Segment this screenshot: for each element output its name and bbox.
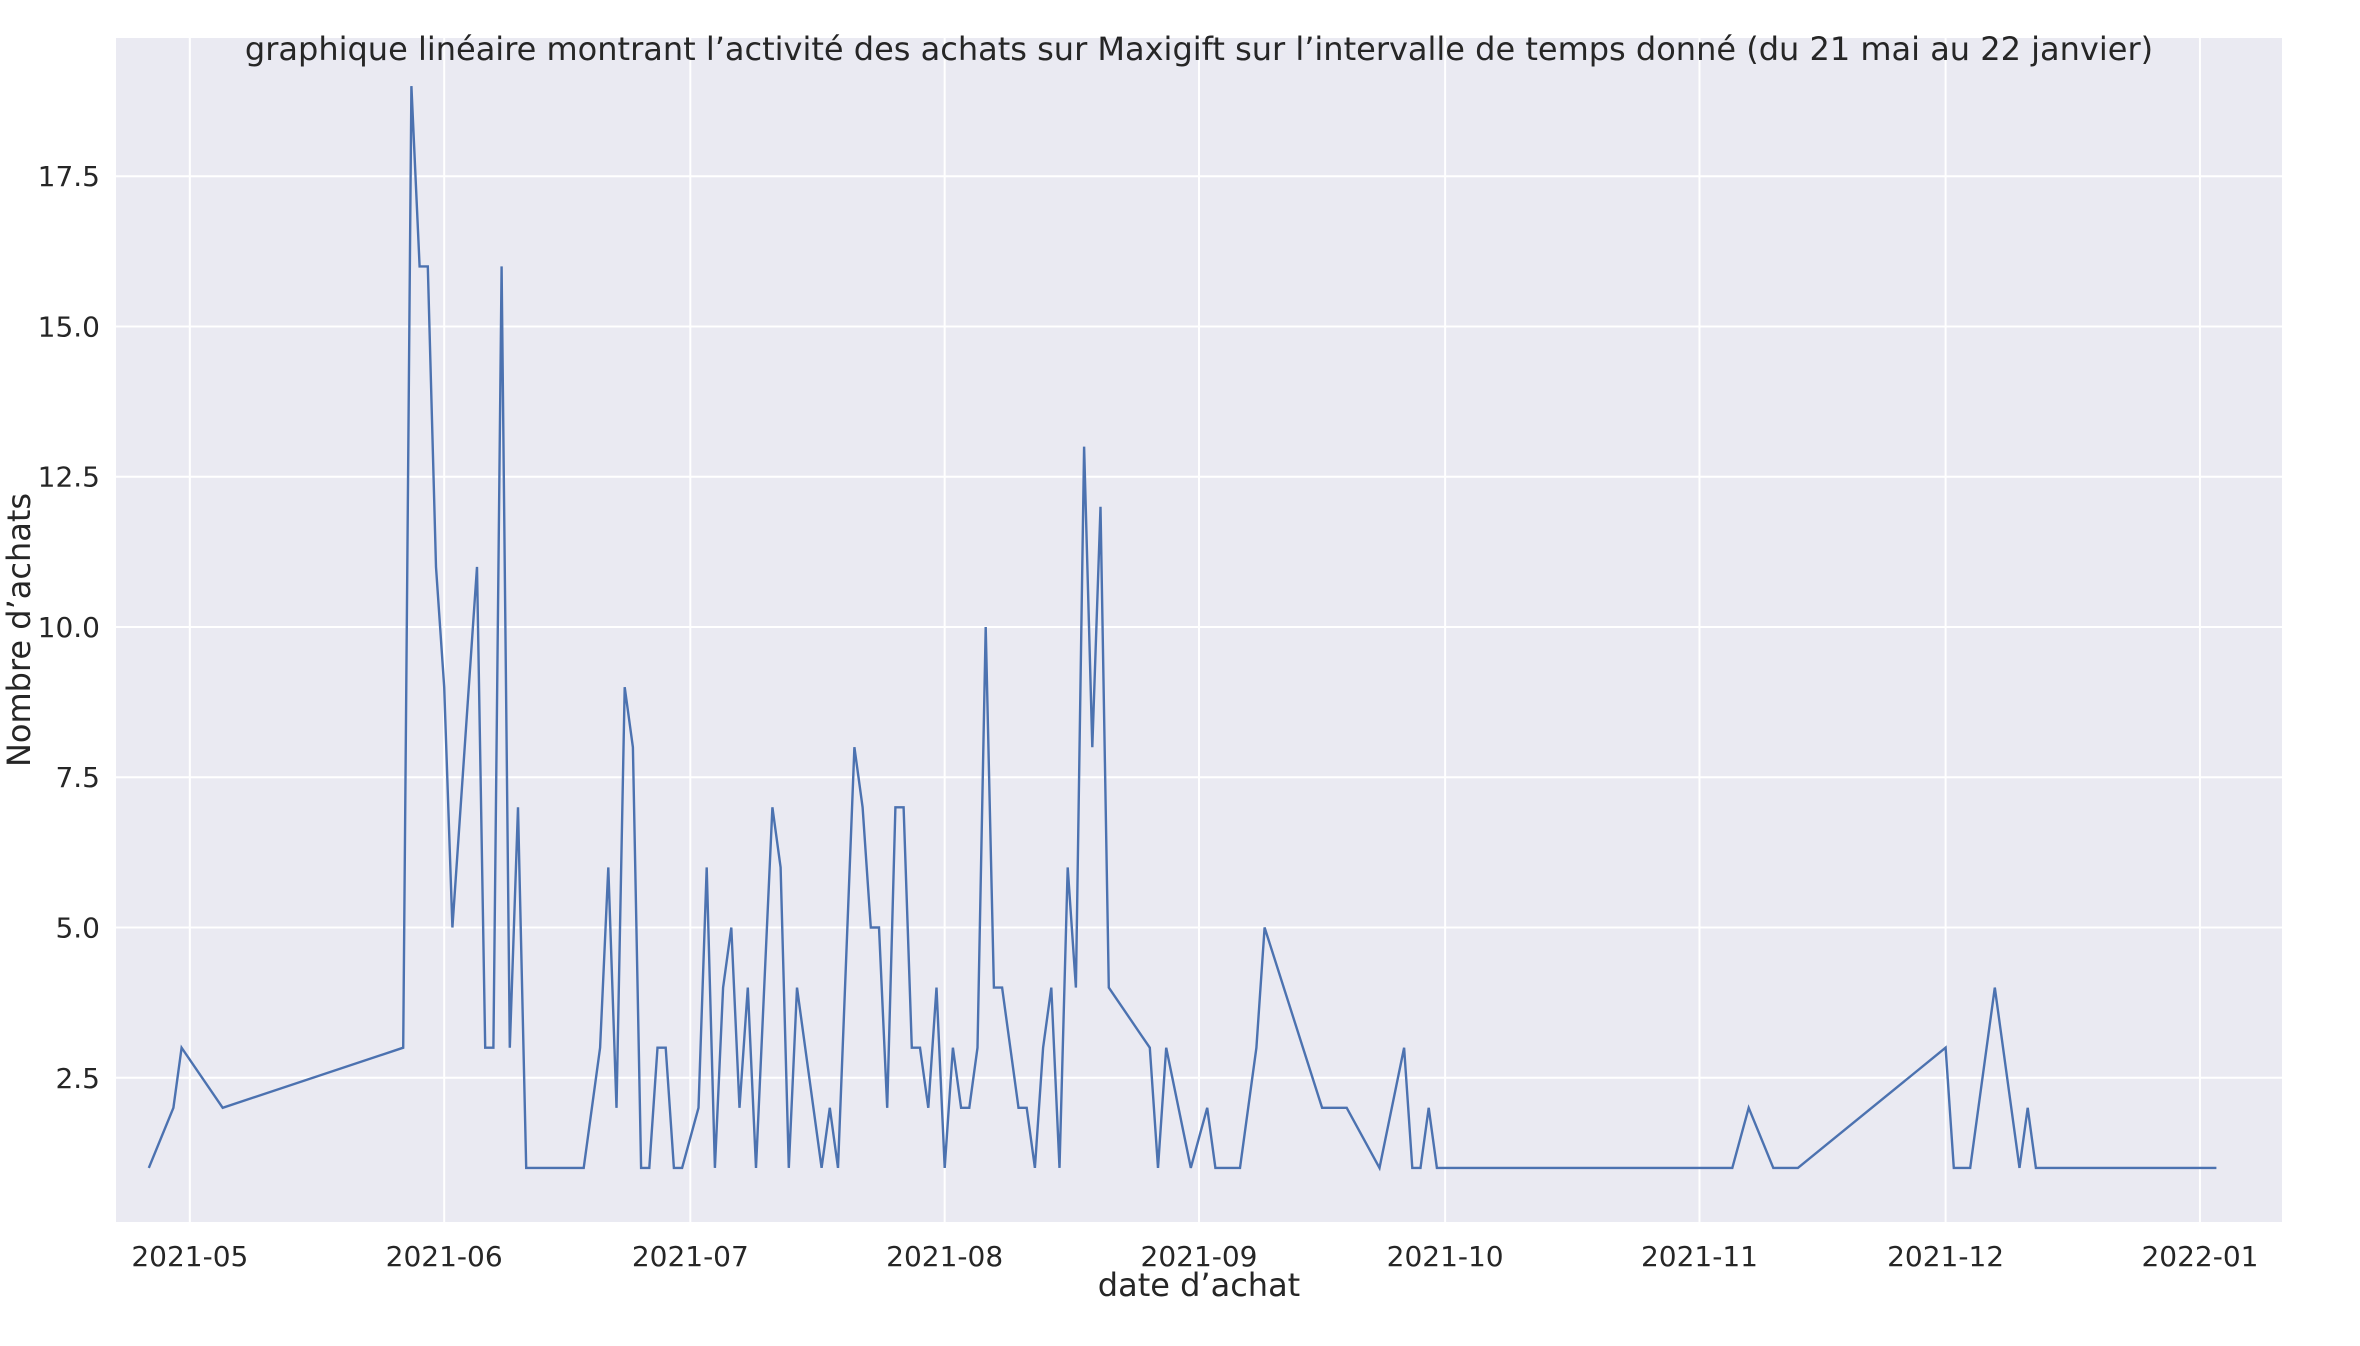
series-line [147, 86, 2217, 1172]
y-tick-label: 15.0 [38, 310, 100, 343]
y-tick-label: 5.0 [55, 912, 100, 945]
x-tick-label: 2021-10 [1387, 1240, 1504, 1273]
x-tick-label: 2021-08 [886, 1240, 1003, 1273]
y-axis-label: Nombre d’achats [0, 493, 38, 767]
x-tick-label: 2022-01 [2141, 1240, 2258, 1273]
x-tick-label: 2021-12 [1887, 1240, 2004, 1273]
x-tick-label: 2021-09 [1141, 1240, 1258, 1273]
series-lines [147, 86, 2217, 1172]
y-tick-label: 7.5 [55, 761, 100, 794]
x-tick-label: 2021-05 [131, 1240, 248, 1273]
y-tick-label: 10.0 [38, 611, 100, 644]
x-tick-label: 2021-11 [1641, 1240, 1758, 1273]
x-tick-label: 2021-06 [386, 1240, 503, 1273]
y-tick-label: 2.5 [55, 1062, 100, 1095]
y-tick-label: 17.5 [38, 160, 100, 193]
y-tick-label: 12.5 [38, 461, 100, 494]
x-axis-label: date d’achat [1098, 1266, 1300, 1304]
grid-lines [116, 38, 2282, 1222]
x-tick-label: 2021-07 [632, 1240, 749, 1273]
tick-labels: 2021-05 2021-06 2021-07 2021-08 2021-09 2021-… [38, 160, 2259, 1273]
chart-title: graphique linéaire montrant l’activité d… [245, 30, 2153, 68]
